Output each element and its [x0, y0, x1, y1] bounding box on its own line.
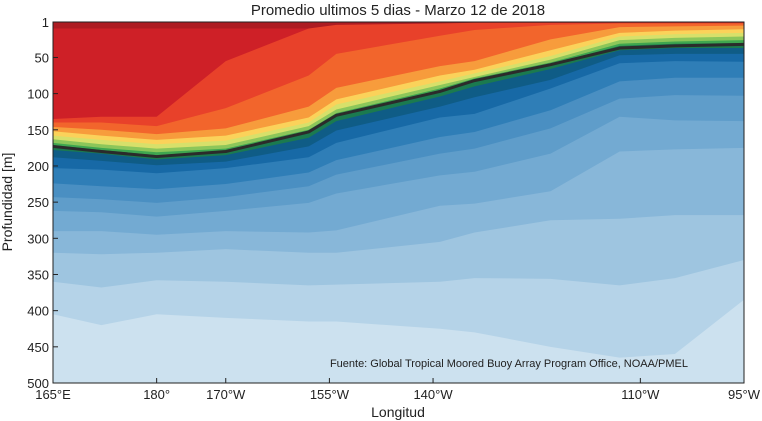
y-tick-label: 400: [27, 304, 49, 319]
y-tick-label: 250: [27, 195, 49, 210]
y-tick-label: 450: [27, 340, 49, 355]
x-tick-label: 110°W: [621, 387, 660, 402]
y-tick-label: 500: [27, 376, 49, 391]
y-tick-label: 200: [27, 159, 49, 174]
contour-band: [53, 299, 744, 383]
x-tick-label: 180°: [143, 387, 170, 402]
y-tick-label: 100: [27, 87, 49, 102]
x-axis-label: Longitud: [371, 404, 425, 420]
x-axis-ticks: 165°E 180° 170°W 155°W 140°W 110°W 95°W: [35, 378, 761, 402]
chart-title: Promedio ultimos 5 dias - Marzo 12 de 20…: [251, 2, 545, 19]
y-tick-label: 300: [27, 231, 49, 246]
x-tick-label: 155°W: [310, 387, 350, 402]
y-tick-label: 350: [27, 267, 49, 282]
y-tick-label: 150: [27, 123, 49, 138]
source-annotation: Fuente: Global Tropical Moored Buoy Arra…: [330, 358, 688, 370]
x-tick-label: 170°W: [206, 387, 246, 402]
y-axis-label: Profundidad [m]: [0, 153, 15, 252]
y-tick-label: 1: [42, 15, 49, 30]
contour-bands: [53, 22, 744, 384]
thermocline-line: [52, 42, 745, 159]
x-tick-label: 140°W: [413, 387, 453, 402]
x-tick-label: 95°W: [728, 387, 761, 402]
x-tick-label: 165°E: [35, 387, 71, 402]
y-tick-label: 50: [35, 50, 49, 65]
